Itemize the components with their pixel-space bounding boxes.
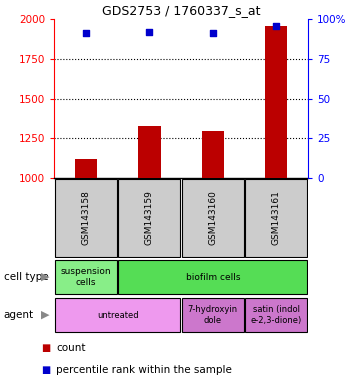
Bar [55,298,180,333]
Text: cell type: cell type [4,272,48,282]
Bar [265,26,287,178]
Text: ■: ■ [41,343,50,353]
Bar [182,179,244,257]
Point [273,23,279,29]
Text: biofilm cells: biofilm cells [186,273,240,281]
Text: count: count [56,343,85,353]
Text: satin (indol
e-2,3-dione): satin (indol e-2,3-dione) [251,305,302,325]
Text: untreated: untreated [97,311,139,319]
Bar [245,298,307,333]
Title: GDS2753 / 1760337_s_at: GDS2753 / 1760337_s_at [102,3,260,17]
Bar [55,179,117,257]
Point [147,29,152,35]
Bar [202,131,224,178]
Text: GSM143160: GSM143160 [208,190,217,245]
Text: GSM143159: GSM143159 [145,190,154,245]
Bar [55,260,117,295]
Text: ▶: ▶ [41,310,50,320]
Bar [245,179,307,257]
Bar [118,260,307,295]
Text: percentile rank within the sample: percentile rank within the sample [56,365,232,375]
Bar [182,298,244,333]
Bar [75,159,97,178]
Text: suspension
cells: suspension cells [61,267,111,287]
Text: ■: ■ [41,365,50,375]
Text: 7-hydroxyin
dole: 7-hydroxyin dole [188,305,238,325]
Point [210,30,216,36]
Text: agent: agent [4,310,34,320]
Bar [118,179,180,257]
Text: ▶: ▶ [41,272,50,282]
Bar [138,126,161,178]
Text: GSM143161: GSM143161 [272,190,281,245]
Text: GSM143158: GSM143158 [82,190,90,245]
Point [83,30,89,36]
